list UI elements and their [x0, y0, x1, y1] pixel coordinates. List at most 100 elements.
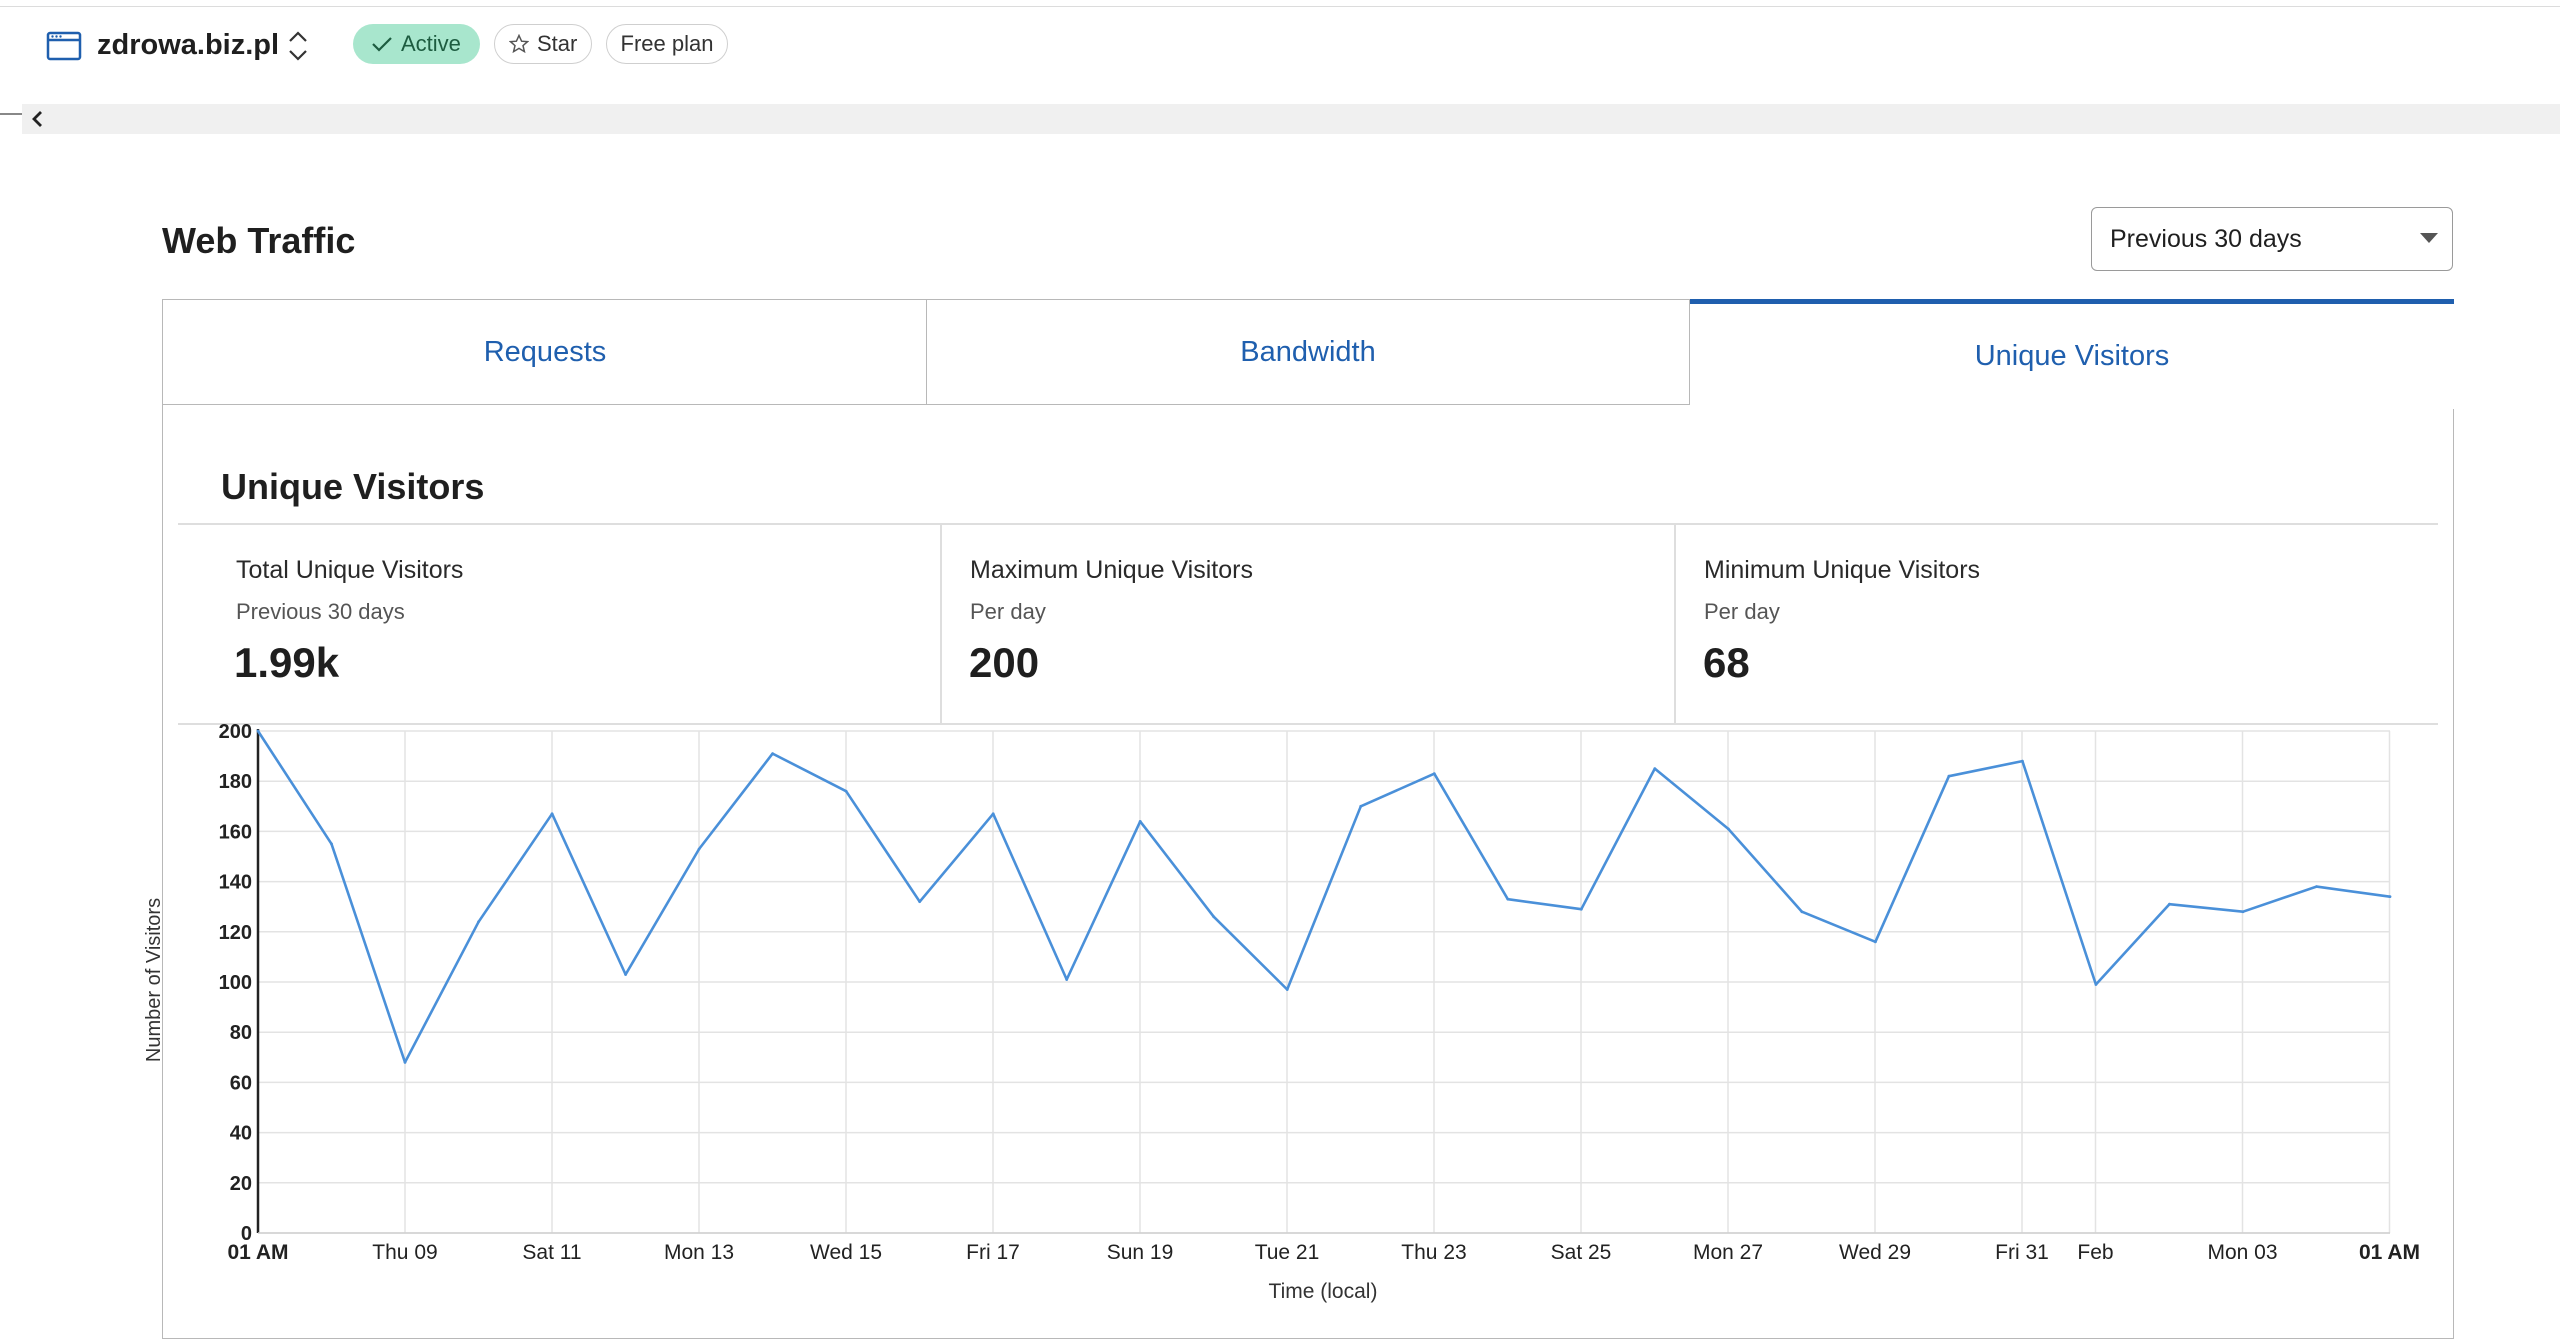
time-range-value: Previous 30 days	[2110, 225, 2302, 253]
y-tick-label: 20	[230, 1173, 252, 1195]
page-title: Web Traffic	[162, 220, 356, 261]
data-point	[1800, 910, 1804, 914]
data-point	[403, 1060, 407, 1064]
data-point	[550, 812, 554, 816]
stat-max-period: Per day	[970, 599, 1046, 624]
data-point	[1285, 988, 1289, 991]
chart-grid	[258, 730, 2391, 1234]
chevron-left-icon	[32, 111, 42, 127]
data-point	[1579, 907, 1583, 911]
data-point	[697, 847, 701, 851]
data-point	[1432, 772, 1436, 776]
tab-label: Bandwidth	[1240, 335, 1376, 368]
status-badge: Active	[353, 24, 480, 64]
data-point	[1065, 978, 1069, 981]
x-tick-label: 01 AM	[2359, 1241, 2420, 1264]
y-tick-label: 100	[219, 972, 252, 994]
stat-min-value: 68	[1703, 639, 1750, 686]
stat-max-value: 200	[969, 639, 1040, 686]
stat-min-period: Per day	[1704, 599, 1780, 624]
tab-label: Unique Visitors	[1974, 340, 2170, 372]
data-point	[771, 752, 775, 755]
unique-visitors-title: Unique Visitors	[221, 466, 485, 507]
x-tick-label: Mon 13	[664, 1241, 734, 1264]
x-tick-label: Fri 17	[966, 1241, 1020, 1264]
data-point	[2094, 983, 2098, 986]
data-point	[2021, 759, 2024, 763]
y-tick-label: 160	[219, 821, 252, 843]
x-tick-label: Fri 31	[1995, 1241, 2049, 1264]
collapse-bar	[22, 104, 2560, 134]
y-tick-label: 120	[219, 922, 252, 944]
data-point	[477, 920, 480, 924]
x-tick-label: Thu 23	[1401, 1241, 1466, 1264]
data-point	[1138, 819, 1142, 823]
x-tick-label: Sat 11	[522, 1241, 581, 1264]
x-tick-label: Sat 25	[1551, 1241, 1612, 1264]
x-tick-label: Sun 19	[1107, 1241, 1174, 1264]
data-point	[1212, 915, 1216, 919]
stat-max-label: Maximum Unique Visitors	[970, 556, 1253, 584]
stat-total-value: 1.99k	[234, 639, 340, 686]
x-tick-label: Thu 09	[372, 1241, 437, 1264]
x-tick-label: Feb	[2077, 1241, 2113, 1264]
site-header: zdrowa.biz.pl Active Star Free plan	[0, 22, 2560, 72]
stat-total-period: Previous 30 days	[236, 599, 405, 624]
x-tick-label: Mon 27	[1693, 1241, 1763, 1264]
data-point	[918, 900, 922, 904]
series-line	[256, 730, 2391, 1064]
data-point	[2388, 895, 2392, 899]
y-axis-label: Number of Visitors	[143, 898, 165, 1062]
tab-requests[interactable]: Requests	[162, 299, 927, 405]
data-point	[2241, 910, 2245, 914]
checkmark-icon	[372, 37, 392, 52]
y-tick-label: 140	[219, 872, 252, 894]
stats-divider-top	[178, 523, 2438, 525]
tab-label: Requests	[483, 335, 607, 368]
x-tick-label: Wed 29	[1839, 1241, 1911, 1264]
y-tick-label: 0	[241, 1223, 252, 1245]
plan-badge: Free plan	[606, 24, 728, 64]
star-icon	[509, 34, 529, 54]
tab-unique-visitors[interactable]: Unique Visitors	[1690, 299, 2454, 409]
stats-divider	[940, 524, 942, 724]
traffic-panel	[162, 299, 2454, 1339]
x-tick-label: Mon 03	[2207, 1241, 2277, 1264]
x-axis-ticks: 01 AM Thu 09 Sat 11 Mon 13 Wed 15 Fri 17 Sun 1…	[227, 1241, 2420, 1264]
unique-visitors-line-chart: 0 20 40 60 80 100 120 140 160 180 200 01 AM Thu 09 S…	[143, 721, 2420, 1303]
stats-divider-bottom	[178, 723, 2438, 725]
stat-min-label: Minimum Unique Visitors	[1704, 556, 1981, 584]
collapse-indicator-line	[0, 113, 22, 115]
top-divider	[0, 0, 2560, 7]
y-tick-label: 40	[230, 1123, 252, 1145]
star-button-label: Star	[537, 31, 578, 56]
x-axis-label: Time (local)	[1269, 1280, 1378, 1303]
chart-series	[256, 729, 2392, 1064]
browser-window-icon	[46, 31, 82, 61]
data-point	[624, 973, 627, 976]
data-point	[2168, 902, 2171, 906]
site-switcher-chevrons-icon[interactable]	[285, 28, 311, 64]
star-button[interactable]: Star	[494, 24, 592, 64]
data-point	[2315, 885, 2318, 889]
x-tick-label: 01 AM	[227, 1241, 288, 1264]
data-point	[844, 789, 848, 793]
site-name: zdrowa.biz.pl	[97, 29, 280, 61]
status-badge-label: Active	[401, 31, 461, 56]
y-tick-label: 60	[230, 1072, 252, 1094]
chart-axes	[256, 729, 2390, 1234]
data-point	[330, 842, 333, 846]
caret-down-icon	[2420, 233, 2438, 243]
data-point	[1726, 827, 1730, 831]
data-point	[1947, 774, 1951, 778]
tab-bandwidth[interactable]: Bandwidth	[926, 299, 1690, 405]
y-axis-ticks: 0 20 40 60 80 100 120 140 160 180 200	[219, 721, 252, 1245]
data-point	[1873, 940, 1877, 944]
time-range-select[interactable]: Previous 30 days	[2091, 207, 2453, 271]
x-tick-label: Wed 15	[810, 1241, 882, 1264]
data-point	[1653, 767, 1657, 771]
collapse-sidebar-button[interactable]	[22, 104, 52, 134]
data-point	[1506, 897, 1510, 901]
stat-total-label: Total Unique Visitors	[236, 556, 464, 584]
y-tick-label: 180	[219, 771, 252, 793]
